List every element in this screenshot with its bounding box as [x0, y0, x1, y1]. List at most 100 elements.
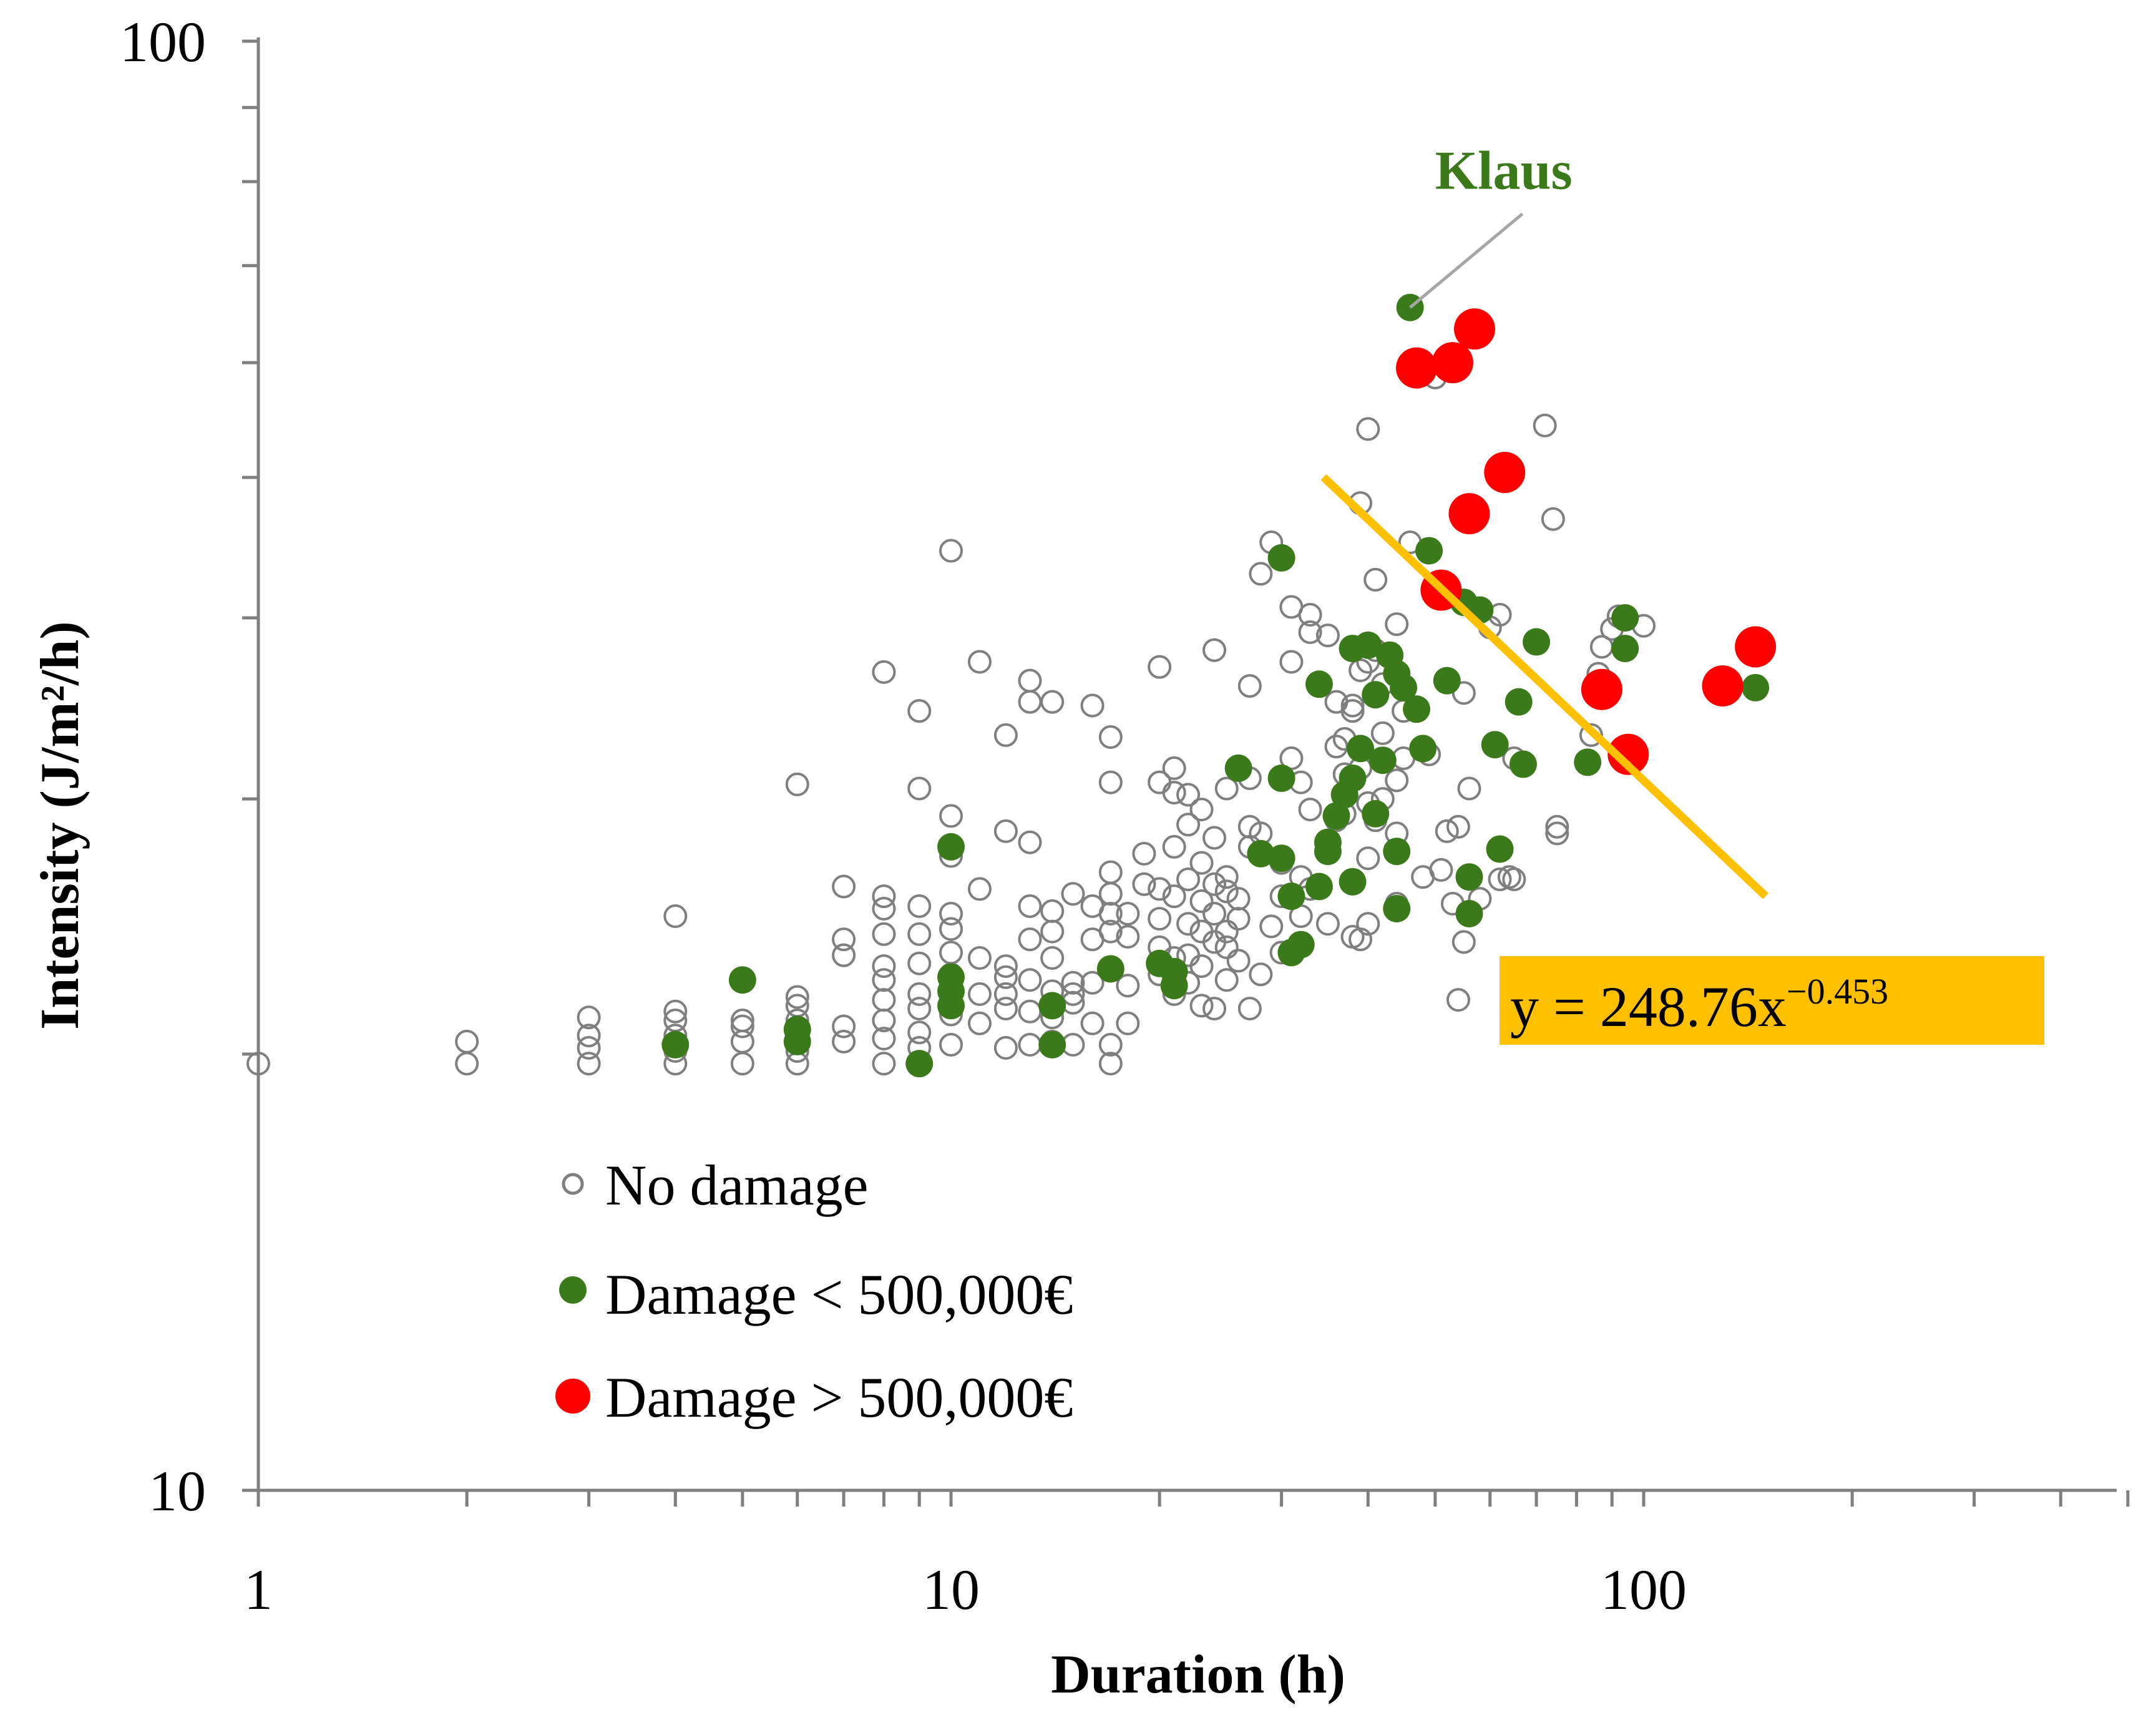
data-point-no-damage [1098, 860, 1123, 884]
data-point-no-damage [939, 804, 963, 828]
data-point-no-damage [939, 917, 963, 941]
data-point-no-damage [993, 982, 1018, 1006]
data-point-damage-low [1267, 765, 1295, 793]
y-tick-label: 10 [149, 1459, 206, 1523]
data-point-damage-low [1415, 537, 1443, 565]
data-point-no-damage [1189, 994, 1214, 1018]
data-point-no-damage [967, 945, 992, 970]
data-point-no-damage [872, 1027, 896, 1051]
data-point-no-damage [872, 884, 896, 909]
data-point-no-damage [1488, 867, 1512, 892]
data-point-no-damage [1370, 721, 1395, 745]
data-point-no-damage [1189, 889, 1214, 914]
data-point-no-damage [1214, 935, 1239, 959]
data-point-no-damage [907, 997, 932, 1021]
data-point-no-damage [1298, 798, 1322, 822]
data-point-no-damage [1363, 567, 1388, 592]
data-point-damage-low [1339, 765, 1367, 793]
data-point-no-damage [1446, 988, 1470, 1012]
data-point-no-damage [1098, 901, 1123, 926]
trend-equation: y = 248.76x−0.453 [1510, 971, 1888, 1038]
data-point-no-damage [577, 1052, 601, 1076]
data-point-damage-low [937, 963, 965, 991]
x-minor-ticks [256, 1490, 2130, 1507]
tick-labels: 1 10 100 10 100 [120, 10, 1687, 1621]
data-point-no-damage [832, 927, 856, 952]
data-point-no-damage [1040, 945, 1065, 970]
data-point-no-damage [832, 1014, 856, 1038]
data-point-no-damage [1176, 813, 1201, 837]
data-point-no-damage [1132, 841, 1156, 866]
data-point-no-damage [1541, 507, 1565, 531]
data-point-damage-low [1611, 635, 1639, 663]
x-tick-label: 1 [244, 1558, 273, 1621]
data-point-no-damage [1061, 982, 1085, 1006]
data-point-no-damage [1340, 699, 1365, 723]
data-point-no-damage [577, 1035, 601, 1060]
data-point-no-damage [1148, 907, 1172, 931]
legend-item-damage-high: Damage > 500,000€ [555, 1366, 1073, 1429]
data-point-no-damage [1356, 417, 1380, 441]
data-point-no-damage [1237, 674, 1262, 698]
data-point-damage-low [1038, 992, 1066, 1020]
legend-label-no-damage: No damage [605, 1153, 869, 1217]
data-point-no-damage [1226, 887, 1251, 911]
data-point-no-damage [1356, 912, 1380, 936]
data-point-no-damage [939, 539, 963, 563]
data-point-damage-low [1322, 802, 1350, 830]
data-point-damage-high [1735, 626, 1777, 668]
data-point-no-damage [1162, 834, 1186, 859]
data-point-damage-low [1433, 667, 1461, 695]
data-point-no-damage [939, 901, 963, 926]
data-point-no-damage [1018, 1032, 1042, 1057]
data-point-damage-low [1347, 735, 1375, 763]
data-point-no-damage [993, 723, 1018, 747]
data-point-no-damage [1385, 768, 1409, 793]
data-point-damage-low [905, 1050, 934, 1078]
data-point-no-damage [993, 965, 1018, 989]
data-point-no-damage [1018, 690, 1042, 714]
data-point-no-damage [455, 1030, 479, 1054]
data-point-damage-high [1432, 342, 1473, 384]
data-point-no-damage [993, 1035, 1018, 1060]
data-point-no-damage [730, 1014, 754, 1038]
data-point-no-damage [872, 988, 896, 1012]
data-point-no-damage [993, 819, 1018, 843]
data-point-no-damage [455, 1052, 479, 1076]
data-point-damage-low [1390, 673, 1418, 701]
data-point-damage-low [1368, 746, 1397, 774]
data-point-no-damage [872, 954, 896, 979]
data-point-no-damage [1098, 1032, 1123, 1057]
data-point-damage-low [1481, 731, 1509, 759]
data-point-damage-low [1224, 754, 1252, 782]
data-point-damage-low [1277, 882, 1305, 911]
data-point-damage-low [937, 833, 965, 861]
data-point-damage-low [1742, 673, 1770, 701]
data-point-no-damage [1176, 912, 1201, 936]
data-point-no-damage [577, 1005, 601, 1030]
data-point-no-damage [1040, 690, 1065, 714]
data-point-damage-low [1383, 894, 1411, 922]
data-point-damage-high [1702, 665, 1744, 707]
data-point-no-damage [1579, 723, 1603, 747]
data-point-no-damage [1249, 562, 1273, 586]
data-point-no-damage [1018, 999, 1042, 1024]
data-point-no-damage [1298, 620, 1322, 644]
data-point-no-damage [1214, 879, 1239, 904]
data-point-damage-low [661, 1030, 690, 1058]
data-point-no-damage [1116, 1011, 1140, 1035]
data-point-damage-low [1354, 631, 1382, 659]
data-point-damage-low [1267, 844, 1295, 872]
data-point-damage-low [1339, 867, 1367, 896]
data-point-no-damage [1259, 914, 1284, 939]
data-point-damage-low [1409, 735, 1437, 763]
x-tick-label: 100 [1601, 1558, 1687, 1621]
data-point-no-damage [1214, 968, 1239, 992]
y-tick-label: 100 [120, 10, 206, 74]
data-point-no-damage [1315, 623, 1340, 648]
data-point-no-damage [1176, 867, 1201, 892]
trend-equation-base: y = 248.76x [1510, 975, 1787, 1038]
data-point-no-damage [785, 772, 809, 796]
data-point-no-damage [993, 997, 1018, 1021]
data-point-no-damage [967, 650, 992, 674]
